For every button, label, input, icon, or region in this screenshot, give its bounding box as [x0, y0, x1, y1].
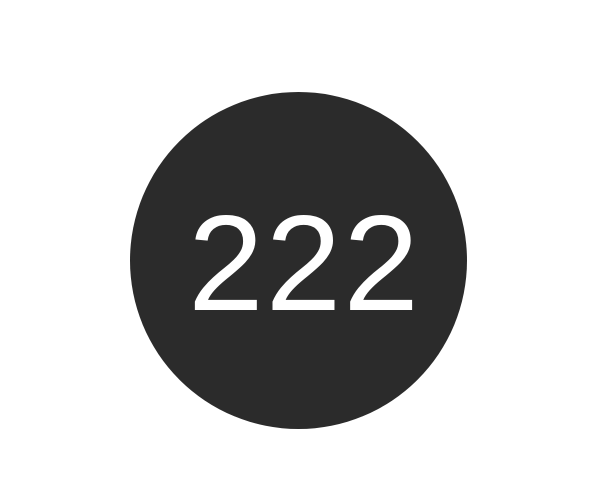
number-badge: 222	[130, 92, 467, 429]
badge-number: 222	[188, 186, 421, 339]
